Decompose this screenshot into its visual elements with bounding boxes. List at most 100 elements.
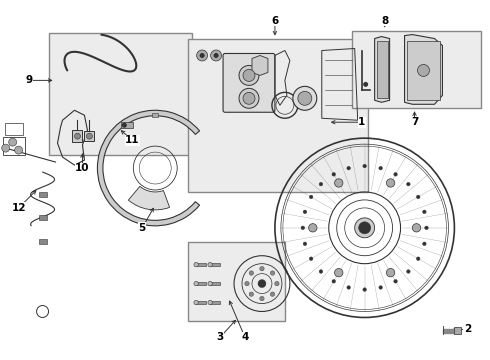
Bar xyxy=(188,242,285,321)
Circle shape xyxy=(363,164,367,168)
Circle shape xyxy=(355,218,375,238)
Circle shape xyxy=(335,269,343,277)
Polygon shape xyxy=(252,55,268,75)
Circle shape xyxy=(359,222,370,234)
Bar xyxy=(210,263,220,266)
FancyBboxPatch shape xyxy=(223,54,275,112)
Circle shape xyxy=(260,296,264,301)
Bar xyxy=(196,263,206,266)
Text: 9: 9 xyxy=(25,75,32,85)
Bar xyxy=(188,39,368,192)
Circle shape xyxy=(309,224,317,232)
Circle shape xyxy=(211,50,221,61)
Text: 10: 10 xyxy=(75,163,90,173)
Circle shape xyxy=(122,123,127,128)
Circle shape xyxy=(258,280,266,288)
Circle shape xyxy=(379,166,383,170)
Text: 12: 12 xyxy=(11,203,26,213)
Bar xyxy=(407,41,441,100)
Circle shape xyxy=(363,82,368,87)
Circle shape xyxy=(417,64,429,76)
Bar xyxy=(2,137,25,155)
Bar xyxy=(377,41,388,98)
Bar xyxy=(39,239,47,244)
Circle shape xyxy=(249,292,253,296)
Bar xyxy=(352,31,481,108)
Polygon shape xyxy=(405,35,442,104)
Circle shape xyxy=(243,69,255,81)
Circle shape xyxy=(1,144,10,152)
Circle shape xyxy=(319,270,323,273)
Circle shape xyxy=(270,292,275,296)
Bar xyxy=(49,32,192,155)
Circle shape xyxy=(332,279,336,283)
Circle shape xyxy=(199,53,205,58)
Bar xyxy=(122,122,133,128)
Bar xyxy=(454,328,462,334)
Circle shape xyxy=(422,242,426,246)
Circle shape xyxy=(239,88,259,108)
Circle shape xyxy=(387,269,395,277)
Circle shape xyxy=(293,86,317,110)
Circle shape xyxy=(208,300,212,305)
Circle shape xyxy=(416,257,420,261)
Circle shape xyxy=(9,138,17,146)
Circle shape xyxy=(379,286,383,289)
Bar xyxy=(196,282,206,285)
Circle shape xyxy=(363,288,367,291)
Polygon shape xyxy=(375,37,390,102)
Circle shape xyxy=(416,195,420,199)
Circle shape xyxy=(394,172,397,176)
Circle shape xyxy=(245,282,249,286)
Circle shape xyxy=(275,282,279,286)
Bar xyxy=(5,123,23,135)
Circle shape xyxy=(301,226,305,230)
Circle shape xyxy=(425,226,428,230)
Circle shape xyxy=(407,183,410,186)
Circle shape xyxy=(412,224,421,232)
Circle shape xyxy=(196,50,208,61)
Circle shape xyxy=(208,282,212,286)
Text: 5: 5 xyxy=(139,223,146,233)
Circle shape xyxy=(303,210,307,213)
Circle shape xyxy=(194,300,198,305)
Circle shape xyxy=(407,270,410,273)
Circle shape xyxy=(214,53,219,58)
Circle shape xyxy=(347,286,350,289)
Circle shape xyxy=(387,179,395,187)
Circle shape xyxy=(249,271,253,275)
Circle shape xyxy=(194,282,198,286)
Circle shape xyxy=(243,92,255,104)
Text: 2: 2 xyxy=(464,324,471,334)
Bar xyxy=(39,215,47,220)
Circle shape xyxy=(335,179,343,187)
Bar xyxy=(196,301,206,304)
Circle shape xyxy=(394,279,397,283)
Circle shape xyxy=(309,257,313,261)
Text: 4: 4 xyxy=(241,332,249,342)
Circle shape xyxy=(270,271,275,275)
Bar xyxy=(84,131,95,141)
Text: 6: 6 xyxy=(271,15,278,26)
Circle shape xyxy=(194,262,198,267)
Text: 3: 3 xyxy=(217,332,224,342)
Circle shape xyxy=(303,242,307,246)
Circle shape xyxy=(319,183,323,186)
Bar xyxy=(73,130,82,142)
Text: 1: 1 xyxy=(358,117,365,127)
Circle shape xyxy=(309,195,313,199)
Wedge shape xyxy=(128,186,170,210)
Circle shape xyxy=(15,146,23,154)
Circle shape xyxy=(347,166,350,170)
Bar xyxy=(443,329,457,333)
Text: 11: 11 xyxy=(125,135,140,145)
Bar xyxy=(210,282,220,285)
Circle shape xyxy=(239,66,259,85)
Text: 8: 8 xyxy=(381,15,388,26)
Circle shape xyxy=(260,266,264,271)
Circle shape xyxy=(422,210,426,213)
Text: 7: 7 xyxy=(411,117,418,127)
Bar xyxy=(152,113,158,117)
Bar xyxy=(210,301,220,304)
Circle shape xyxy=(86,133,93,139)
